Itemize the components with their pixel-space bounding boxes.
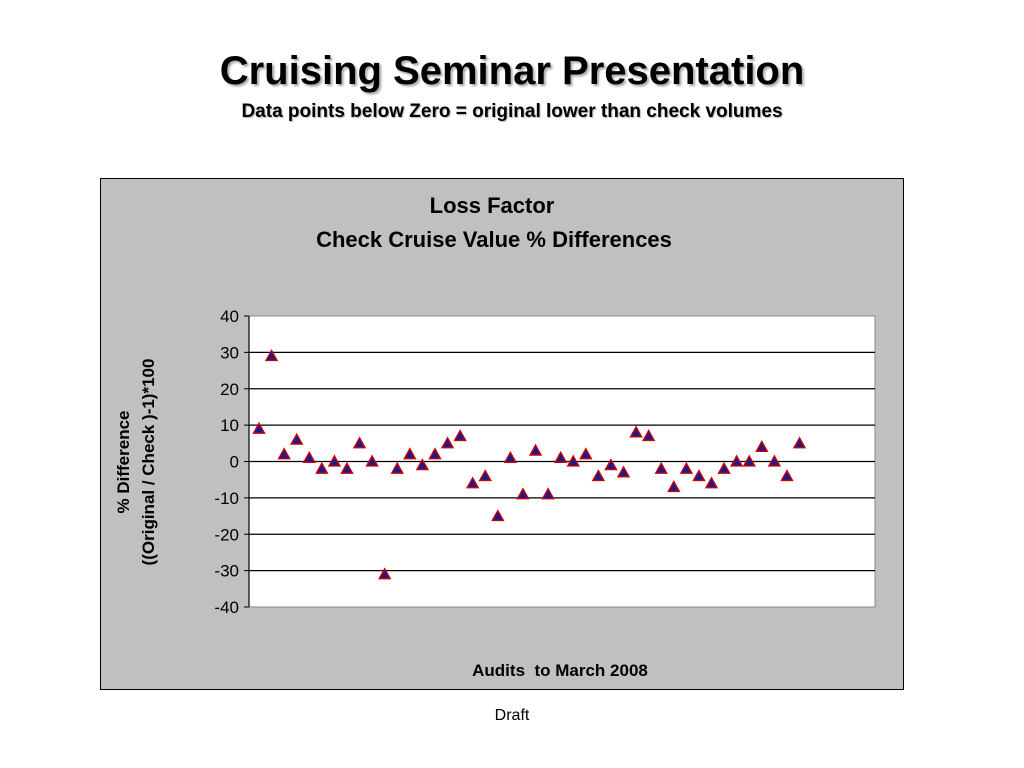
data-point	[327, 454, 342, 467]
data-point	[403, 447, 417, 460]
data-point	[352, 436, 367, 449]
data-point	[378, 567, 392, 580]
y-axis-label-line2: ((Original / Check )-1)*100	[139, 359, 158, 566]
y-axis-label-line1: % Difference	[114, 411, 133, 514]
scatter-chart: Loss Factor Check Cruise Value % Differe…	[114, 193, 876, 680]
y-tick-label: -30	[214, 562, 239, 581]
data-point	[692, 469, 706, 482]
data-point	[440, 436, 455, 449]
data-point	[604, 458, 618, 471]
data-point	[466, 476, 480, 489]
data-point	[717, 461, 731, 474]
y-tick-label: 20	[220, 380, 239, 399]
data-point	[516, 487, 530, 500]
data-point	[541, 487, 555, 500]
data-point	[302, 450, 316, 463]
data-point	[566, 454, 580, 467]
data-point	[654, 461, 668, 474]
y-tick-label: -10	[214, 489, 239, 508]
data-point	[792, 436, 807, 449]
data-point	[553, 450, 568, 463]
y-tick-label: 40	[220, 307, 239, 326]
y-tick-label: 10	[220, 416, 239, 435]
data-point	[290, 432, 304, 445]
data-point	[390, 461, 404, 474]
data-point	[641, 429, 656, 442]
data-point	[277, 447, 291, 460]
data-point	[528, 443, 543, 456]
data-point	[755, 440, 769, 453]
data-point	[264, 349, 279, 362]
data-point	[767, 454, 782, 467]
data-point	[365, 454, 379, 467]
data-points	[252, 349, 807, 580]
data-point	[252, 421, 266, 434]
grid-lines	[248, 316, 875, 607]
chart-title-line1: Loss Factor	[430, 193, 555, 218]
data-point	[616, 465, 631, 478]
data-point	[667, 480, 681, 493]
data-point	[478, 469, 492, 482]
data-point	[742, 454, 756, 467]
chart-frame: Loss Factor Check Cruise Value % Differe…	[100, 178, 904, 690]
y-tick-label: -20	[214, 525, 239, 544]
data-point	[591, 469, 606, 482]
slide-title: Cruising Seminar Presentation	[219, 49, 805, 93]
data-point	[780, 469, 794, 482]
y-tick-label: -40	[214, 598, 239, 617]
data-point	[340, 461, 354, 474]
footer-draft: Draft	[494, 707, 530, 724]
data-point	[579, 447, 593, 460]
data-point	[415, 458, 430, 471]
data-point	[453, 429, 467, 442]
x-axis-label: Audits to March 2008	[472, 661, 648, 680]
data-point	[729, 454, 744, 467]
data-point	[428, 447, 442, 460]
y-tick-label: 30	[220, 343, 239, 362]
chart-title-line2: Check Cruise Value % Differences	[316, 227, 672, 252]
data-point	[503, 450, 518, 463]
y-tick-labels: 40 30 20 10 0 -10 -20 -30 -40	[214, 307, 249, 617]
data-point	[315, 461, 329, 474]
data-point	[704, 476, 719, 489]
y-tick-label: 0	[230, 453, 239, 472]
slide-subtitle: Data points below Zero = original lower …	[241, 101, 783, 122]
data-point	[491, 509, 505, 522]
data-point	[679, 461, 694, 474]
data-point	[629, 425, 643, 438]
